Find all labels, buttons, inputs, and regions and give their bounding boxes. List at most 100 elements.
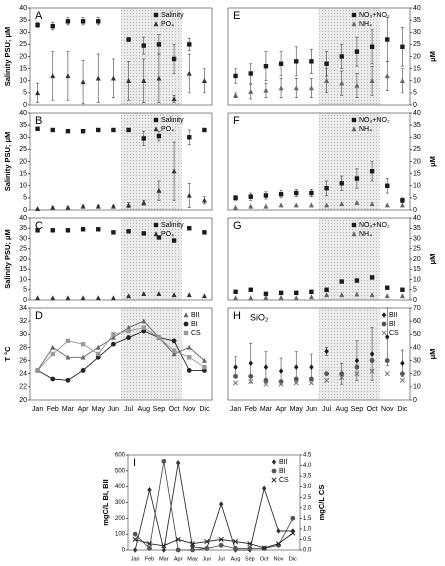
y-tick-label: 25	[413, 146, 421, 153]
y-axis-label: μM	[428, 51, 437, 62]
season-shade	[319, 8, 380, 105]
point	[369, 201, 375, 207]
y-tick-label: 5	[413, 90, 417, 97]
legend-marker	[183, 312, 189, 318]
point	[186, 292, 192, 298]
point	[400, 198, 405, 203]
point	[80, 19, 86, 24]
point	[263, 377, 269, 383]
y-tick-label: 10	[413, 183, 421, 190]
y-tick-label: 40	[413, 5, 421, 12]
point	[186, 368, 192, 373]
legend-label: NH₄	[359, 21, 372, 28]
point	[354, 371, 360, 377]
point	[111, 230, 116, 235]
y-tick-label: 100	[115, 532, 126, 538]
y-tick-label: 25	[413, 246, 421, 253]
point	[189, 541, 196, 547]
point	[96, 127, 101, 133]
x-tick-label: Nov	[274, 556, 284, 562]
legend-label: PO₄	[161, 126, 174, 133]
y-tick-label: 0.5	[303, 537, 312, 543]
y-tick-label: 0	[23, 207, 27, 214]
x-tick-label: Jun	[306, 406, 317, 413]
point	[50, 351, 55, 357]
point	[96, 227, 101, 232]
series-line	[135, 532, 294, 549]
point	[339, 375, 345, 381]
point	[385, 334, 390, 340]
y-tick-label: 500	[115, 468, 126, 474]
point	[261, 545, 267, 551]
point	[126, 325, 132, 330]
y-tick-label: 25	[413, 41, 421, 48]
point	[400, 287, 405, 292]
point	[339, 371, 345, 377]
y-tick-label: 3.5	[303, 474, 312, 480]
point	[276, 528, 281, 534]
x-tick-label: Nov	[381, 406, 394, 413]
point	[156, 42, 162, 47]
point	[96, 351, 101, 357]
y-tick-label: 5	[23, 287, 27, 294]
y-tick-label: 0	[122, 548, 126, 554]
x-tick-label: Mar	[159, 556, 169, 562]
y-axis-label: Salinity PSU; μM	[3, 27, 12, 87]
point	[80, 128, 86, 134]
point	[339, 54, 344, 59]
point	[175, 460, 181, 466]
point	[309, 364, 314, 370]
season-shade	[121, 113, 182, 210]
y-tick-label: 35	[413, 17, 421, 24]
y-tick-label: 30	[19, 331, 27, 338]
y-tick-label: 10	[19, 276, 27, 283]
point	[354, 200, 360, 205]
point	[147, 487, 152, 493]
point	[65, 128, 71, 134]
point	[369, 358, 375, 363]
point	[95, 344, 101, 350]
point	[339, 80, 345, 86]
y-tick-label: 70	[413, 305, 421, 312]
point	[126, 328, 131, 334]
point	[141, 291, 147, 297]
y-tick-label: 40	[413, 344, 421, 351]
point	[80, 354, 86, 360]
point	[384, 358, 390, 363]
season-shade	[319, 218, 380, 300]
y-tick-label: 20	[19, 158, 27, 165]
point	[50, 295, 56, 301]
point	[233, 289, 238, 294]
point	[324, 371, 329, 377]
point	[141, 200, 147, 205]
point	[233, 73, 238, 79]
point	[132, 531, 138, 537]
point	[278, 294, 284, 300]
point	[187, 135, 192, 140]
point	[278, 381, 284, 387]
y-axis-label: μM	[428, 156, 437, 167]
point	[65, 295, 71, 301]
y-tick-label: 30	[19, 29, 27, 36]
point	[161, 458, 167, 464]
point	[175, 547, 181, 553]
point	[65, 354, 71, 360]
legend-marker	[153, 222, 159, 228]
point	[369, 78, 375, 83]
y-tick-label: 15	[413, 266, 421, 273]
y-tick-label: 60	[413, 318, 421, 325]
point	[50, 23, 55, 29]
x-tick-label: Aug	[138, 406, 151, 413]
point	[308, 380, 314, 386]
legend-label: NO₃+NO₂	[359, 12, 390, 19]
point	[294, 59, 299, 64]
point	[111, 332, 116, 337]
x-tick-label: Apr	[276, 406, 288, 413]
point	[156, 335, 162, 340]
point	[233, 546, 238, 551]
series-line	[37, 330, 205, 381]
point	[263, 364, 269, 370]
legend-marker	[153, 117, 159, 123]
y-tick-label: 0	[23, 297, 27, 304]
season-shade	[121, 8, 182, 105]
